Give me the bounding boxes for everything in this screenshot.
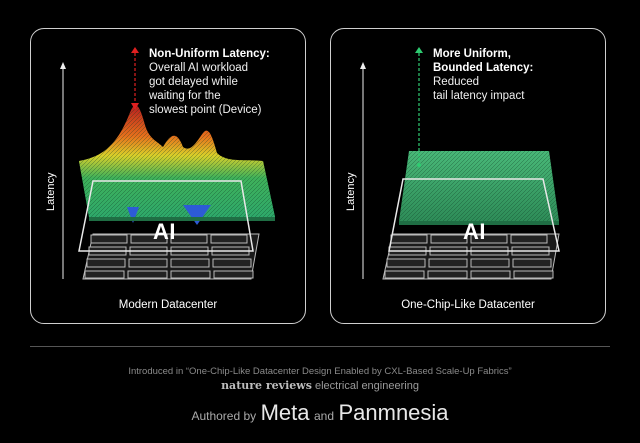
pointer-head-icon xyxy=(131,47,139,53)
latency-axis-label: Latency xyxy=(345,172,357,211)
one-chip-datacenter-panel: More Uniform, Bounded Latency: Reduced t… xyxy=(330,28,606,324)
latency-surface xyxy=(79,105,275,225)
ai-block-label: AI xyxy=(153,219,176,244)
panel-caption: One-Chip-Like Datacenter xyxy=(401,299,535,311)
annotation-line: got delayed while xyxy=(149,76,238,88)
annotation-title: Non-Uniform Latency: xyxy=(149,48,270,60)
annotation-line: Reduced xyxy=(433,76,480,88)
modern-datacenter-panel: Non-Uniform Latency: Overall AI workload… xyxy=(30,28,306,324)
annotation-title-line: More Uniform, xyxy=(433,48,511,60)
authored-by-label: Authored by xyxy=(191,409,257,423)
annotation-line: slowest point (Device) xyxy=(149,104,262,116)
pointer-dot-icon xyxy=(417,163,421,167)
annotation-line: waiting for the xyxy=(149,90,221,102)
panel-caption: Modern Datacenter xyxy=(118,299,218,311)
chip-grid xyxy=(382,233,560,280)
latency-surface xyxy=(399,151,559,225)
pointer-head-icon xyxy=(415,47,423,53)
axis-arrow-icon xyxy=(60,62,66,69)
and-label: and xyxy=(313,409,335,423)
annotation-body: Reduced tail latency impact xyxy=(433,75,524,103)
pointer-arrow-icon xyxy=(131,103,139,110)
authors-line: Authored by Meta and Panmnesia xyxy=(0,400,640,426)
modern-datacenter-diagram xyxy=(60,47,275,280)
ai-block-outline xyxy=(78,180,254,252)
annotation-title: More Uniform, Bounded Latency: xyxy=(433,47,533,75)
latency-axis-label: Latency xyxy=(45,172,57,211)
axis-arrow-icon xyxy=(360,62,366,69)
one-chip-datacenter-diagram xyxy=(360,47,560,280)
publication-intro: Introduced in “One-Chip-Like Datacenter … xyxy=(128,366,512,377)
author-panmnesia: Panmnesia xyxy=(338,400,449,425)
annotation-body: Overall AI workload got delayed while wa… xyxy=(149,61,261,117)
journal-field: electrical engineering xyxy=(314,380,419,392)
ai-block-label: AI xyxy=(463,219,486,244)
ai-block-outline xyxy=(388,178,560,252)
author-meta: Meta xyxy=(260,400,310,425)
annotation-title-line: Bounded Latency: xyxy=(433,62,534,74)
annotation-line: tail latency impact xyxy=(433,90,525,102)
journal-line: nature reviews electrical engineering xyxy=(0,379,640,392)
footer-divider xyxy=(30,346,610,347)
annotation-line: Overall AI workload xyxy=(149,62,249,74)
journal-name: nature reviews xyxy=(221,379,312,392)
